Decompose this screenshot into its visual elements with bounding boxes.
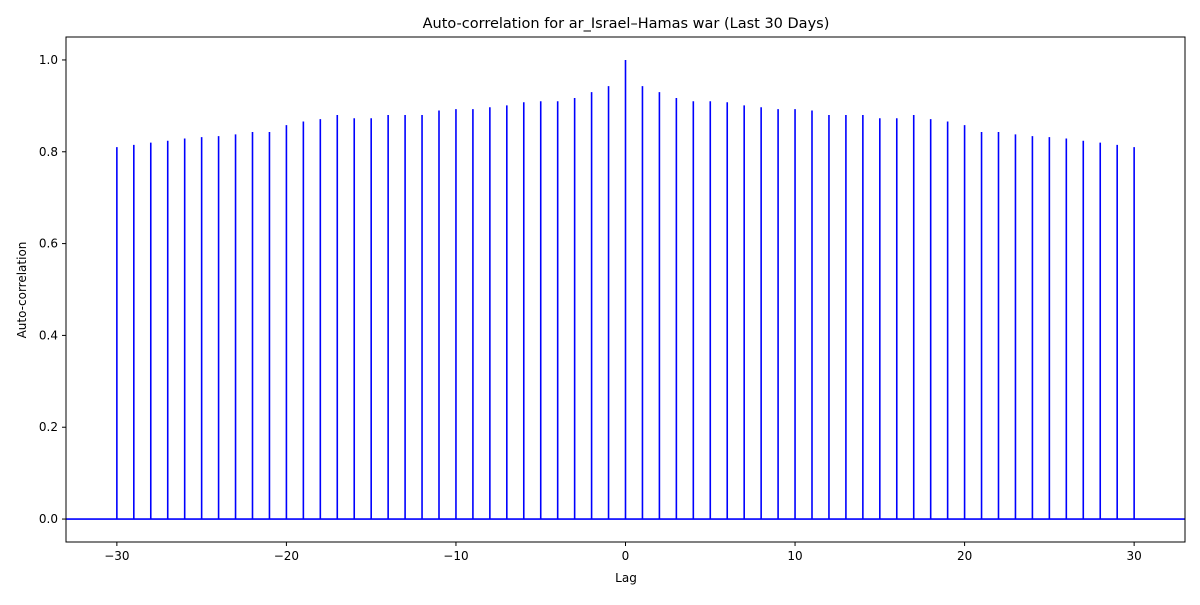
y-tick-label: 0.2 bbox=[39, 420, 58, 434]
y-tick-label: 0.6 bbox=[39, 237, 58, 251]
x-tick-label: −20 bbox=[274, 549, 299, 563]
x-tick-label: 10 bbox=[787, 549, 802, 563]
x-tick-label: 0 bbox=[622, 549, 630, 563]
plot-area: −30 −20 −10 0 10 20 30 0.0 0.2 0.4 0.6 0.8 1.0 bbox=[39, 36, 1186, 563]
y-tick-label: 0.0 bbox=[39, 512, 58, 526]
y-tick-label: 0.4 bbox=[39, 328, 58, 342]
x-tick-label: −30 bbox=[104, 549, 129, 563]
x-tick-label: −10 bbox=[443, 549, 468, 563]
y-axis-label: Auto-correlation bbox=[15, 242, 29, 339]
y-tick-label: 0.8 bbox=[39, 145, 58, 159]
x-tick-label: 20 bbox=[957, 549, 972, 563]
chart-title: Auto-correlation for ar_Israel–Hamas war… bbox=[423, 16, 830, 32]
y-tick-label: 1.0 bbox=[39, 53, 58, 67]
x-tick-label: 30 bbox=[1126, 549, 1141, 563]
x-axis-label: Lag bbox=[615, 571, 637, 585]
